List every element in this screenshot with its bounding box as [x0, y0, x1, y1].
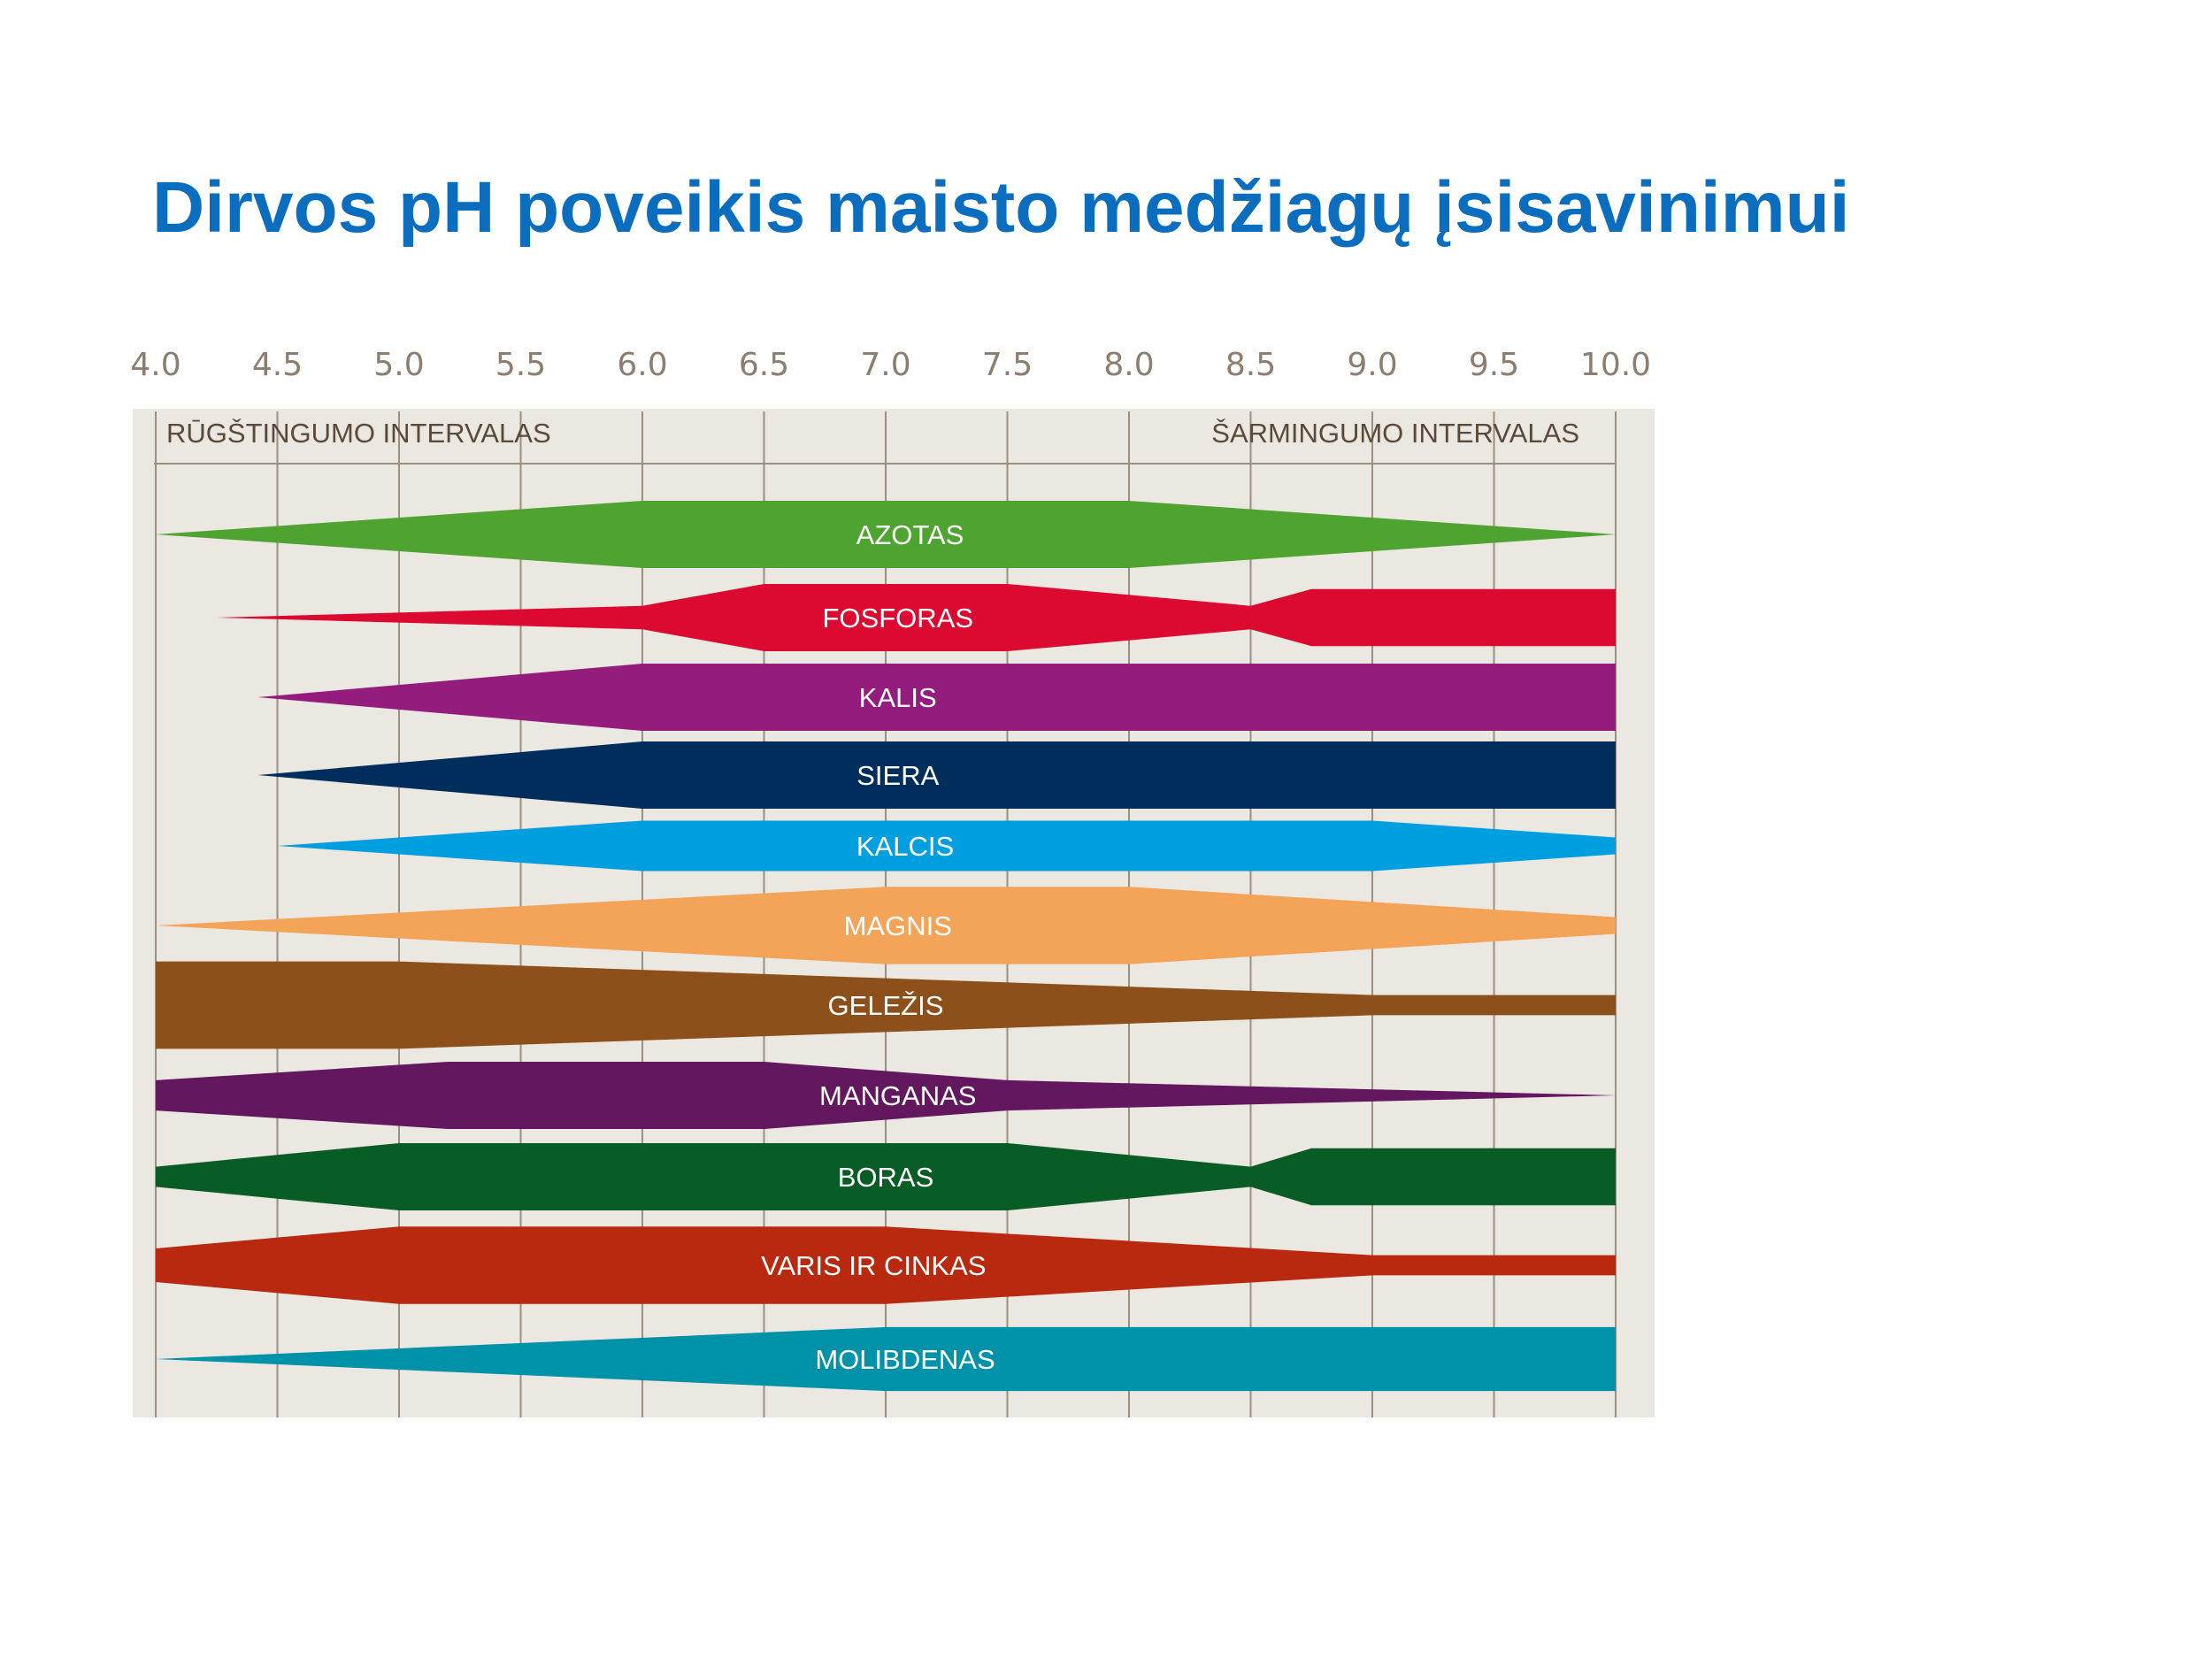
- band-azotas: [156, 501, 1616, 568]
- x-tick-label: 10.0: [1580, 347, 1651, 383]
- x-tick-label: 4.5: [252, 347, 303, 383]
- acid-range-label: RŪGŠTINGUMO INTERVALAS: [166, 418, 551, 449]
- band-label: KALIS: [859, 682, 937, 713]
- x-tick-label: 5.5: [495, 347, 546, 383]
- band-kalcis: [277, 820, 1616, 872]
- band-label: MANGANAS: [819, 1080, 976, 1111]
- x-tick-label: 6.5: [739, 347, 789, 383]
- alkaline-range-label: ŠARMINGUMO INTERVALAS: [1211, 418, 1579, 449]
- x-tick-label: 8.5: [1225, 347, 1276, 383]
- band-magnis: [156, 887, 1616, 964]
- band-label: FOSFORAS: [822, 603, 973, 634]
- band-label: AZOTAS: [856, 519, 964, 550]
- band-label: MAGNIS: [844, 910, 952, 941]
- band-boras: [156, 1143, 1616, 1210]
- x-tick-labels: 4.0 4.5 5.0 5.5 6.0 6.5 7.0 7.5 8.0 8.5 9.0 9.5 10.0: [130, 347, 1651, 383]
- band-label: GELEŽIS: [828, 990, 944, 1021]
- x-tick-label: 5.0: [373, 347, 424, 383]
- x-tick-label: 9.5: [1469, 347, 1519, 383]
- x-tick-label: 8.0: [1103, 347, 1154, 383]
- band-label: BORAS: [838, 1162, 934, 1193]
- nutrient-bands: AZOTAS FOSFORAS KALIS SIERA KALCIS MAGNIS GELE…: [156, 501, 1616, 1392]
- x-tick-label: 7.0: [860, 347, 910, 383]
- band-gele-is: [156, 961, 1616, 1049]
- band-label: VARIS IR CINKAS: [761, 1250, 986, 1281]
- band-molibdenas: [156, 1326, 1616, 1392]
- x-tick-label: 4.0: [130, 347, 180, 383]
- x-tick-label: 7.5: [982, 347, 1033, 383]
- band-varis-ir-cinkas: [156, 1226, 1616, 1304]
- page-title: Dirvos pH poveikis maisto medžiagų įsisa…: [152, 167, 1850, 248]
- x-tick-label: 9.0: [1347, 347, 1397, 383]
- band-label: SIERA: [856, 760, 939, 791]
- band-siera: [257, 741, 1616, 809]
- band-kalis: [257, 664, 1616, 731]
- band-fosforas: [216, 584, 1616, 651]
- x-tick-label: 6.0: [617, 347, 667, 383]
- band-label: KALCIS: [856, 831, 954, 862]
- band-manganas: [156, 1062, 1616, 1129]
- band-label: MOLIBDENAS: [815, 1344, 995, 1375]
